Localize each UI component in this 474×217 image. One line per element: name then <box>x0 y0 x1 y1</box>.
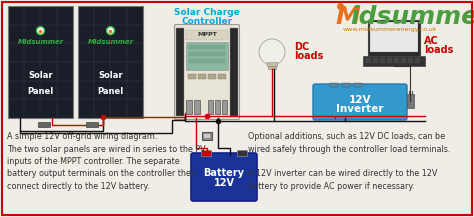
Bar <box>188 74 196 79</box>
Bar <box>176 28 184 116</box>
Bar <box>268 66 276 69</box>
Bar <box>222 100 227 114</box>
Circle shape <box>107 27 115 35</box>
Text: Solar: Solar <box>98 71 123 80</box>
Text: AC: AC <box>424 36 439 46</box>
Bar <box>78 6 143 118</box>
Text: M: M <box>335 5 360 29</box>
Bar <box>189 59 225 63</box>
Bar <box>189 45 225 49</box>
Bar <box>208 100 213 114</box>
Bar <box>368 20 420 56</box>
Text: A simple 12V off-grid wiring diagram.
The two solar panels are wired in series t: A simple 12V off-grid wiring diagram. Th… <box>7 132 206 191</box>
Text: www.midsummerenergy.co.uk: www.midsummerenergy.co.uk <box>343 27 438 32</box>
FancyBboxPatch shape <box>191 153 257 201</box>
Bar <box>218 74 226 79</box>
Text: Midsummer: Midsummer <box>18 39 64 45</box>
Bar <box>8 6 73 118</box>
Bar <box>407 94 414 108</box>
Bar <box>208 74 216 79</box>
Bar <box>38 122 50 127</box>
Text: 12V: 12V <box>349 95 371 105</box>
Bar <box>342 83 350 87</box>
Bar <box>366 58 371 63</box>
Circle shape <box>36 27 45 35</box>
Text: Midsummer: Midsummer <box>87 39 134 45</box>
Text: Optional additions, such as 12V DC loads, can be
wired safely through the contro: Optional additions, such as 12V DC loads… <box>248 132 450 191</box>
Text: Controller: Controller <box>182 17 233 26</box>
Text: Solar Charge: Solar Charge <box>174 8 240 17</box>
Bar <box>330 83 338 87</box>
Bar <box>380 58 385 63</box>
Bar <box>198 74 206 79</box>
Text: MPPT: MPPT <box>197 33 217 38</box>
Bar <box>401 58 406 63</box>
Bar <box>373 58 378 63</box>
Text: Panel: Panel <box>27 87 54 96</box>
Text: Solar: Solar <box>28 71 53 80</box>
Bar <box>201 150 211 156</box>
Bar <box>267 62 277 66</box>
Bar <box>354 83 362 87</box>
Text: Inverter: Inverter <box>336 104 384 114</box>
Text: loads: loads <box>424 45 453 55</box>
Bar <box>186 42 228 70</box>
Bar <box>237 150 247 156</box>
Bar <box>202 132 212 140</box>
Circle shape <box>38 28 43 33</box>
Bar <box>194 100 200 114</box>
Text: loads: loads <box>294 51 323 61</box>
Circle shape <box>259 39 285 65</box>
Bar <box>230 28 238 116</box>
Text: Panel: Panel <box>97 87 124 96</box>
Text: idsummer: idsummer <box>350 5 474 29</box>
Bar <box>363 56 425 66</box>
Bar <box>186 100 192 114</box>
Text: 12V: 12V <box>213 178 235 188</box>
Bar <box>370 22 418 52</box>
Bar <box>186 30 228 40</box>
Bar <box>86 122 98 127</box>
Bar <box>215 100 220 114</box>
Bar <box>408 58 413 63</box>
Bar <box>415 58 420 63</box>
Text: Battery: Battery <box>203 168 245 178</box>
Bar <box>189 52 225 56</box>
Text: DC: DC <box>294 42 309 52</box>
Bar <box>204 134 210 138</box>
Bar <box>387 58 392 63</box>
FancyBboxPatch shape <box>174 25 239 120</box>
Bar <box>394 58 399 63</box>
Circle shape <box>108 28 113 33</box>
FancyBboxPatch shape <box>313 84 407 120</box>
